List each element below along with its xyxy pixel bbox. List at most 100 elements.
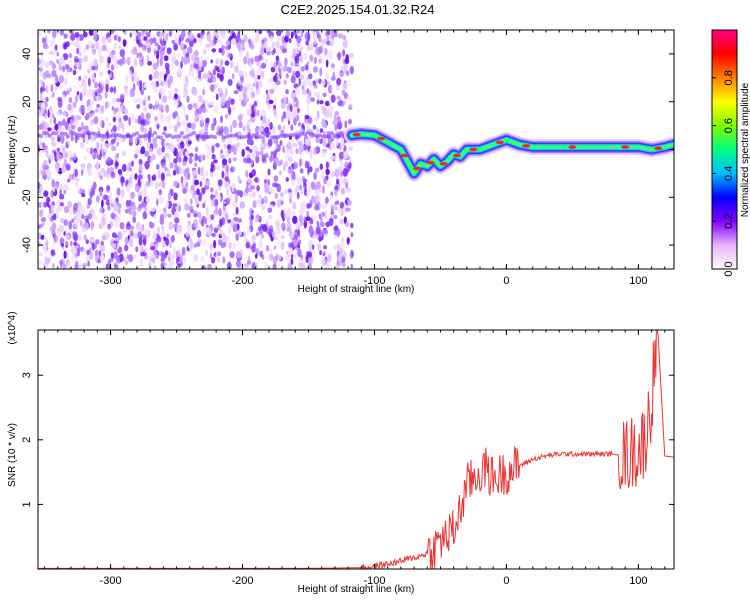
noise-speck xyxy=(159,87,165,95)
noise-speck xyxy=(173,181,179,188)
noise-speck xyxy=(187,68,193,77)
noise-speck xyxy=(287,188,292,193)
noise-band-speck xyxy=(288,133,292,138)
noise-speck xyxy=(235,35,240,44)
noise-speck xyxy=(113,251,118,259)
noise-speck xyxy=(195,199,199,205)
noise-speck xyxy=(265,45,269,53)
noise-speck xyxy=(341,237,344,243)
noise-band-speck xyxy=(111,133,115,138)
snr-x-tick-label: 100 xyxy=(629,575,647,587)
noise-speck xyxy=(328,218,334,226)
noise-speck xyxy=(94,81,98,89)
noise-speck xyxy=(243,56,248,65)
spectrogram-x-tick-label: -300 xyxy=(100,275,122,287)
noise-band-speck xyxy=(297,133,301,138)
noise-speck xyxy=(246,226,251,234)
noise-speck xyxy=(330,76,336,81)
noise-speck xyxy=(325,196,329,204)
noise-speck xyxy=(258,30,263,35)
noise-speck xyxy=(292,202,297,210)
noise-speck xyxy=(283,79,287,85)
noise-speck xyxy=(110,171,116,179)
noise-speck xyxy=(319,100,324,105)
noise-speck xyxy=(245,170,249,178)
noise-speck xyxy=(129,225,135,230)
spectrogram-x-axis-label: Height of straight line (km) xyxy=(298,284,415,295)
noise-speck xyxy=(225,197,231,205)
noise-speck xyxy=(123,89,129,96)
noise-speck xyxy=(153,265,157,269)
noise-band-speck xyxy=(114,133,118,137)
noise-speck xyxy=(301,89,307,96)
noise-speck xyxy=(51,141,57,147)
noise-speck xyxy=(42,96,45,102)
noise-speck xyxy=(215,205,218,213)
spectrogram-y-tick-label: 40 xyxy=(21,48,33,60)
noise-speck xyxy=(325,168,330,176)
noise-speck xyxy=(292,215,298,224)
noise-speck xyxy=(303,52,308,61)
noise-speck xyxy=(222,204,226,211)
noise-speck xyxy=(157,226,161,234)
noise-speck xyxy=(284,57,288,66)
noise-speck xyxy=(47,30,51,34)
noise-speck xyxy=(315,225,321,234)
noise-band-speck xyxy=(210,134,214,139)
noise-speck xyxy=(242,125,246,132)
noise-speck xyxy=(308,225,314,235)
noise-speck xyxy=(158,196,164,205)
noise-speck xyxy=(343,150,349,160)
noise-speck xyxy=(89,99,94,106)
noise-speck xyxy=(217,179,223,187)
noise-speck xyxy=(174,93,178,100)
noise-speck xyxy=(76,91,80,96)
noise-speck xyxy=(94,135,97,141)
noise-speck xyxy=(60,135,65,144)
noise-speck xyxy=(262,115,267,124)
noise-speck xyxy=(179,253,183,262)
noise-speck xyxy=(92,49,96,56)
noise-speck xyxy=(84,155,87,160)
noise-speck xyxy=(107,69,111,74)
noise-speck xyxy=(285,73,289,79)
noise-speck xyxy=(267,138,273,147)
noise-speck xyxy=(253,105,259,112)
noise-speck xyxy=(111,106,115,111)
noise-speck xyxy=(129,32,133,38)
noise-speck xyxy=(68,53,73,59)
noise-speck xyxy=(247,255,251,262)
noise-speck xyxy=(220,115,223,124)
noise-speck xyxy=(340,242,346,249)
noise-speck xyxy=(338,217,341,224)
noise-speck xyxy=(119,93,125,100)
noise-speck xyxy=(96,103,101,109)
noise-speck xyxy=(113,42,117,51)
noise-speck xyxy=(226,261,232,269)
noise-speck xyxy=(149,180,154,188)
trace-peak xyxy=(654,146,663,151)
noise-speck xyxy=(280,241,285,251)
noise-speck xyxy=(105,143,110,149)
noise-speck xyxy=(134,173,138,181)
noise-speck xyxy=(129,230,134,236)
noise-speck xyxy=(339,72,345,77)
noise-band-speck xyxy=(132,132,136,137)
noise-speck xyxy=(178,164,182,174)
noise-speck xyxy=(255,81,259,90)
noise-speck xyxy=(176,226,180,235)
noise-speck xyxy=(138,195,143,202)
noise-speck xyxy=(281,115,284,123)
spectrogram-noise xyxy=(38,30,354,269)
noise-speck xyxy=(79,52,82,57)
noise-speck xyxy=(157,182,161,187)
noise-speck xyxy=(323,177,327,185)
noise-speck xyxy=(283,111,286,119)
noise-speck xyxy=(320,256,325,264)
noise-speck xyxy=(146,54,150,62)
noise-speck xyxy=(322,252,326,257)
noise-speck xyxy=(292,161,299,170)
noise-speck xyxy=(334,110,340,117)
noise-speck xyxy=(231,183,236,189)
noise-speck xyxy=(183,83,187,92)
